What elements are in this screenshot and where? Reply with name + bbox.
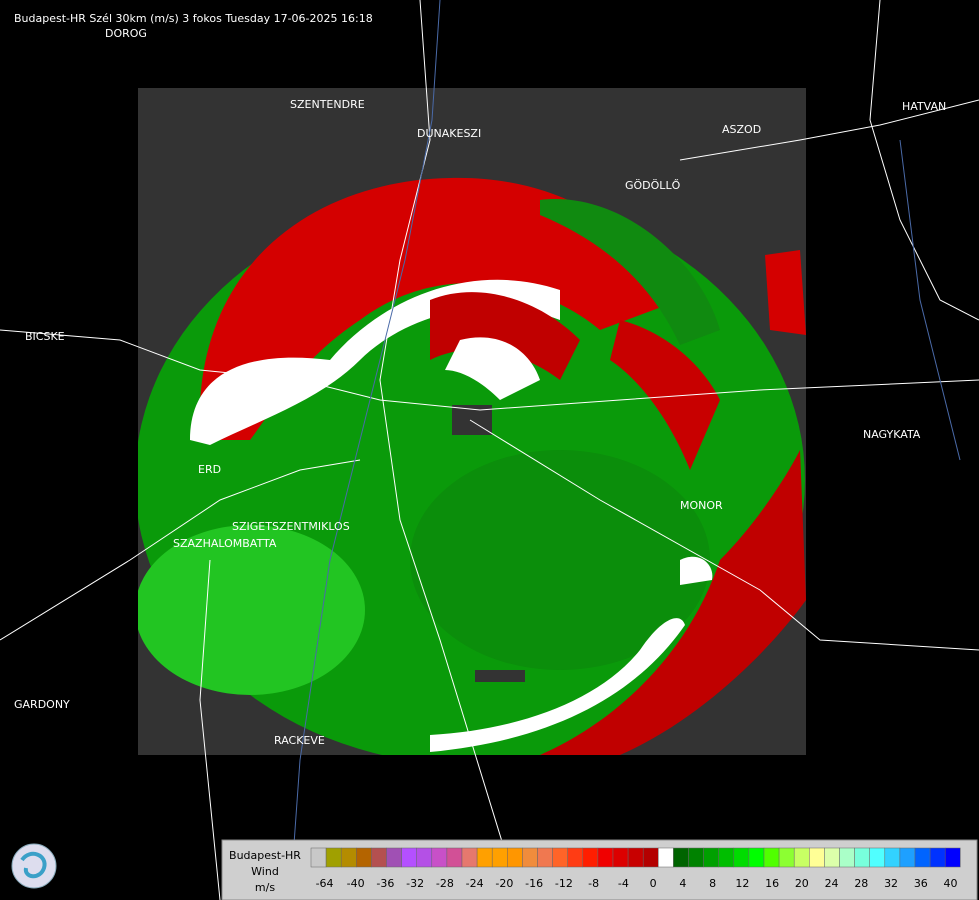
legend-station: Budapest-HR — [229, 849, 301, 862]
legend-swatch — [627, 847, 644, 868]
place-label: GÖDÖLLŐ — [625, 178, 681, 192]
legend-swatch — [612, 847, 629, 868]
place-label: HATVAN — [902, 100, 946, 113]
legend-tick-label: 0 — [650, 877, 657, 890]
place-label: GARDONY — [14, 698, 70, 711]
place-label: SZIGETSZENTMIKLOS — [232, 520, 350, 533]
legend-swatch — [688, 847, 704, 868]
legend-swatch — [824, 847, 840, 868]
legend-tick-label: 28 — [854, 877, 868, 890]
legend-swatch — [386, 847, 402, 868]
legend-swatch — [658, 847, 674, 868]
legend-tick-label: 4 — [679, 877, 686, 890]
legend-swatch — [491, 847, 508, 868]
legend-tick-label: -32 — [406, 877, 424, 890]
legend-swatch — [582, 847, 599, 868]
legend-swatch — [340, 847, 357, 868]
legend-swatch — [869, 847, 886, 868]
legend-swatch — [597, 847, 614, 868]
legend-swatch — [537, 847, 553, 868]
legend-tick-label: -4 — [618, 877, 629, 890]
place-label: DUNAKESZI — [417, 127, 481, 140]
legend-swatch — [356, 847, 372, 868]
legend-swatch — [310, 847, 327, 868]
legend-swatch — [552, 847, 568, 868]
legend-tick-label: 32 — [884, 877, 898, 890]
rivers — [289, 0, 961, 900]
legend-tick-label: 12 — [735, 877, 749, 890]
radar-echoes — [138, 177, 806, 755]
legend-swatch — [431, 847, 448, 868]
logo-swirl — [20, 851, 47, 879]
legend-swatch — [718, 847, 735, 868]
place-label: RACKEVE — [274, 734, 325, 747]
place-label: SZAZHALOMBATTA — [173, 537, 277, 550]
legend-swatch — [461, 847, 478, 868]
legend-tick-label: -16 — [525, 877, 543, 890]
place-label: MONOR — [680, 499, 723, 512]
legend-swatch — [929, 847, 946, 868]
legend-swatch — [567, 847, 584, 868]
legend-swatch — [507, 847, 523, 868]
legend-tick-label: -24 — [466, 877, 484, 890]
legend-tick-label: 36 — [914, 877, 928, 890]
legend-swatch — [809, 847, 825, 868]
legend: Budapest-HR Wind m/s -64 -40 -36 -32 -28 -24-… — [221, 839, 978, 900]
legend-swatch — [673, 847, 689, 868]
legend-tick-label: -28 — [436, 877, 454, 890]
legend-swatch — [733, 847, 750, 868]
place-label: DAÖRS — [238, 371, 277, 384]
legend-swatch — [401, 847, 417, 868]
legend-tick-label: -20 — [495, 877, 513, 890]
legend-tick-label: -64 — [316, 877, 334, 890]
legend-swatch — [793, 847, 810, 868]
legend-swatch — [854, 847, 870, 868]
legend-swatch — [476, 847, 493, 868]
legend-swatch — [703, 847, 719, 868]
legend-swatch — [642, 847, 659, 868]
legend-swatch — [778, 847, 795, 868]
legend-tick-label: 16 — [765, 877, 779, 890]
legend-swatch — [899, 847, 916, 868]
legend-tick-label: -36 — [376, 877, 394, 890]
legend-tick-label: 20 — [795, 877, 809, 890]
legend-tick-label: 8 — [709, 877, 716, 890]
legend-swatch — [763, 847, 780, 868]
legend-tick-label: -12 — [555, 877, 573, 890]
place-label: NAGYKATA — [863, 428, 921, 441]
legend-tick-label: -8 — [588, 877, 599, 890]
legend-tick-label: 40 — [944, 877, 958, 890]
place-label: BICSKE — [25, 330, 65, 343]
place-label: SZENTENDRE — [290, 98, 365, 111]
legend-quantity: Wind — [251, 865, 279, 878]
title: Budapest-HR Szél 30km (m/s) 3 fokos Tues… — [14, 12, 373, 25]
legend-swatch — [839, 847, 855, 868]
legend-swatch — [371, 847, 387, 868]
legend-swatch — [522, 847, 538, 868]
legend-swatch — [325, 847, 342, 868]
logo — [11, 843, 57, 889]
legend-swatch — [914, 847, 931, 868]
legend-swatch — [748, 847, 765, 868]
place-label: DOROG — [105, 27, 147, 40]
legend-swatch — [446, 847, 463, 868]
legend-swatch — [944, 847, 961, 868]
legend-unit: m/s — [255, 881, 275, 894]
legend-swatch — [884, 847, 901, 868]
legend-tick-label: 24 — [825, 877, 839, 890]
place-label: ERD — [198, 463, 221, 476]
place-label: ASZOD — [722, 123, 761, 136]
legend-swatch — [416, 847, 433, 868]
legend-tick-label: -40 — [347, 877, 365, 890]
